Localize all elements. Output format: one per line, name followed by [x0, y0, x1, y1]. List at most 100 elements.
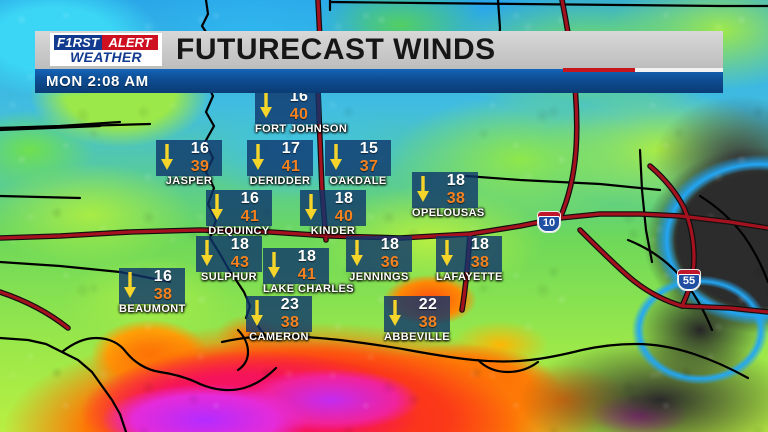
timeline-progress [563, 68, 635, 72]
station-readout-panel: 18 43 [196, 236, 262, 272]
shield-outline [677, 269, 701, 291]
station-values: 23 38 [268, 297, 312, 331]
shield-top-banner [538, 212, 560, 218]
station-values: 18 40 [322, 191, 366, 225]
city-label: KINDER [310, 225, 356, 237]
station-values: 16 40 [277, 89, 321, 123]
station-marker[interactable]: 22 38 ABBEVILLE [384, 296, 450, 343]
wind-speed-value: 23 [280, 296, 300, 313]
wind-direction-arrow-icon [119, 272, 141, 300]
city-label: SULPHUR [201, 271, 257, 283]
wind-gust-value: 39 [190, 158, 210, 175]
wind-speed-value: 16 [153, 268, 173, 285]
city-label: DEQUINCY [208, 225, 270, 237]
wind-direction-arrow-icon [384, 300, 406, 328]
station-readout-panel: 16 40 [255, 88, 321, 124]
page-title: FUTURECAST WINDS [176, 33, 496, 66]
station-marker[interactable]: 18 36 JENNINGS [346, 236, 412, 283]
station-values: 16 38 [141, 269, 185, 303]
station-logo: F1RST ALERT WEATHER [50, 33, 162, 66]
station-marker[interactable]: 18 41 LAKE CHARLES [263, 248, 354, 295]
logo-first-text: F1RST [54, 35, 103, 50]
timestamp-label: MON 2:08 AM [46, 72, 149, 90]
wind-direction-arrow-icon [247, 144, 269, 172]
station-marker[interactable]: 16 41 DEQUINCY [206, 190, 272, 237]
station-marker[interactable]: 18 40 KINDER [300, 190, 366, 237]
station-readout-panel: 18 38 [436, 236, 502, 272]
shield-number: 10 [542, 217, 556, 229]
highway-shield-i55: 55 [677, 269, 701, 291]
station-marker[interactable]: 23 38 CAMERON [246, 296, 312, 343]
station-values: 18 38 [458, 237, 502, 271]
station-values: 22 38 [406, 297, 450, 331]
station-values: 15 37 [347, 141, 391, 175]
wind-gust-value: 38 [153, 286, 173, 303]
station-readout-panel: 16 41 [206, 190, 272, 226]
city-label: FORT JOHNSON [255, 123, 348, 135]
wind-gust-value: 38 [446, 190, 466, 207]
wind-speed-value: 18 [380, 236, 400, 253]
wind-speed-value: 15 [359, 140, 379, 157]
city-label: JENNINGS [349, 271, 409, 283]
wind-gust-value: 41 [297, 266, 317, 283]
city-label: BEAUMONT [119, 303, 186, 315]
station-values: 17 41 [269, 141, 313, 175]
timestamp-bar [35, 69, 723, 93]
wind-speed-value: 22 [418, 296, 438, 313]
station-values: 18 41 [285, 249, 329, 283]
station-values: 18 43 [218, 237, 262, 271]
station-readout-panel: 18 41 [263, 248, 329, 284]
timeline-scrubber[interactable] [563, 68, 723, 72]
wind-gust-value: 43 [230, 254, 250, 271]
station-readout-panel: 15 37 [325, 140, 391, 176]
station-marker[interactable]: 18 38 LAFAYETTE [436, 236, 502, 283]
logo-alert-text: ALERT [102, 35, 158, 50]
wind-gust-value: 40 [334, 208, 354, 225]
wind-speed-value: 16 [240, 190, 260, 207]
city-label: OAKDALE [329, 175, 387, 187]
wind-direction-arrow-icon [196, 240, 218, 268]
wind-speed-value: 17 [281, 140, 301, 157]
wind-speed-value: 18 [334, 190, 354, 207]
station-readout-panel: 16 39 [156, 140, 222, 176]
station-marker[interactable]: 15 37 OAKDALE [325, 140, 391, 187]
city-label: ABBEVILLE [384, 331, 450, 343]
station-readout-panel: 18 40 [300, 190, 366, 226]
highway-shield-i10: 10 [537, 211, 561, 233]
shield-number: 55 [682, 275, 696, 287]
wind-gust-value: 40 [289, 106, 309, 123]
wind-gust-value: 38 [280, 314, 300, 331]
wind-gust-value: 41 [281, 158, 301, 175]
wind-direction-arrow-icon [300, 194, 322, 222]
station-marker[interactable]: 18 38 OPELOUSAS [412, 172, 485, 219]
station-marker[interactable]: 16 38 BEAUMONT [119, 268, 185, 315]
station-marker[interactable]: 16 39 JASPER [156, 140, 222, 187]
wind-speed-value: 18 [470, 236, 490, 253]
city-label: LAKE CHARLES [263, 283, 354, 295]
city-label: CAMERON [249, 331, 309, 343]
station-values: 16 39 [178, 141, 222, 175]
station-marker[interactable]: 16 40 FORT JOHNSON [255, 88, 348, 135]
wind-direction-arrow-icon [412, 176, 434, 204]
city-label: DERIDDER [249, 175, 311, 187]
wind-speed-value: 18 [446, 172, 466, 189]
station-readout-panel: 16 38 [119, 268, 185, 304]
wind-gust-value: 38 [470, 254, 490, 271]
wind-direction-arrow-icon [246, 300, 268, 328]
shield-top-banner [678, 270, 700, 276]
wind-direction-arrow-icon [156, 144, 178, 172]
logo-weather-text: WEATHER [70, 49, 142, 65]
shield-outline [537, 211, 561, 233]
wind-direction-arrow-icon [255, 92, 277, 120]
wind-speed-value: 18 [297, 248, 317, 265]
wind-direction-arrow-icon [436, 240, 458, 268]
city-label: JASPER [165, 175, 213, 187]
station-marker[interactable]: 18 43 SULPHUR [196, 236, 262, 283]
station-values: 18 36 [368, 237, 412, 271]
city-label: OPELOUSAS [412, 207, 485, 219]
wind-direction-arrow-icon [263, 252, 285, 280]
wind-gust-value: 37 [359, 158, 379, 175]
station-marker[interactable]: 17 41 DERIDDER [247, 140, 313, 187]
station-readout-panel: 17 41 [247, 140, 313, 176]
